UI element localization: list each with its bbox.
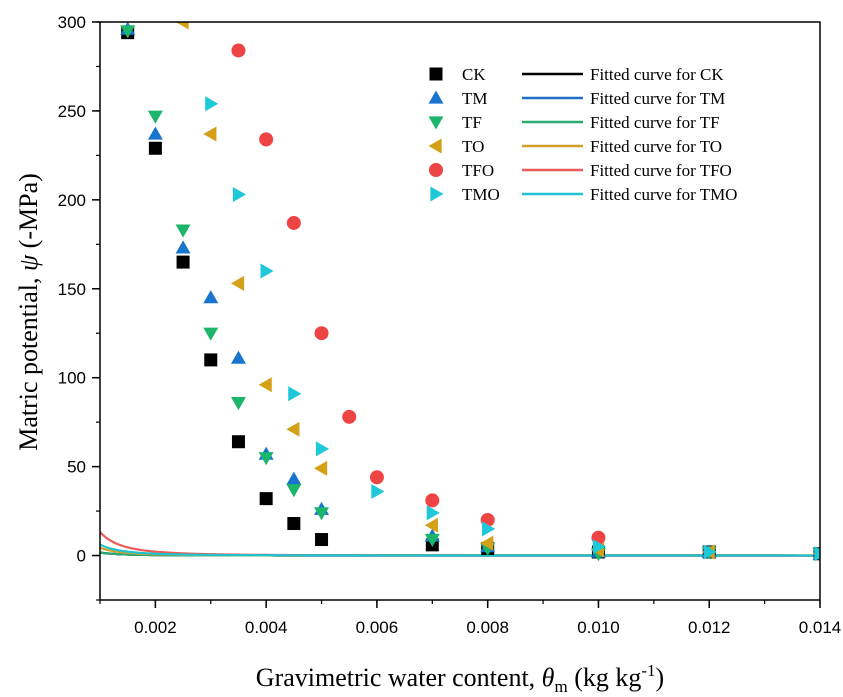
y-tick-label: 300 [58,13,86,32]
legend-marker-tm [428,90,444,104]
point-tf [203,327,219,341]
x-axis-title: Gravimetric water content, θm (kg kg-1) [256,661,664,696]
legend-marker-tmo [430,186,444,202]
legend-marker-tf [428,116,444,130]
point-tmo [814,546,820,562]
point-tm [203,290,219,304]
point-tf [314,507,330,521]
legend-label-tf: TF [462,113,482,132]
point-tf [424,533,440,548]
legend-marker-tfo [429,163,443,177]
legend-fit-label-tmo: Fitted curve for TMO [590,185,737,204]
point-tm [230,350,246,364]
point-tf [258,452,274,466]
y-tick-label: 200 [58,191,86,210]
point-to [258,377,272,393]
legend-marker-to [428,138,442,154]
point-to [424,517,438,533]
point-tfo [425,493,440,508]
point-tfo [369,470,384,485]
point-ck [148,141,162,155]
fit-curve-tmo [100,543,820,557]
point-ck [287,517,301,531]
point-tmo [232,187,246,203]
legend-label-to: TO [462,137,484,156]
point-tfo [231,43,246,58]
legend-fit-label-to: Fitted curve for TO [590,137,722,156]
point-to [230,275,245,291]
point-tmo [260,263,274,279]
point-tfo [314,326,329,341]
legend-label-tmo: TMO [462,185,500,204]
x-tick-label: 0.004 [245,618,288,637]
point-tf [175,224,191,238]
point-tmo [288,386,302,402]
point-ck [204,353,218,367]
point-tfo [286,215,301,230]
point-tfo [259,132,274,147]
y-tick-label: 100 [58,369,86,388]
point-ck [259,492,273,506]
point-to [314,460,328,476]
point-tmo [592,539,606,555]
point-tmo [482,521,496,537]
point-ck [176,255,190,269]
point-tmo [205,96,219,112]
point-tf [120,25,136,39]
point-tf [286,484,302,498]
point-to [203,126,217,142]
x-tick-label: 0.008 [466,618,509,637]
plot-frame [99,21,821,601]
legend-fit-label-ck: Fitted curve for CK [590,65,724,84]
point-tf [147,110,163,124]
data-markers [120,22,820,562]
y-tick-label: 0 [77,547,86,566]
point-tmo [703,544,717,560]
legend-label-tm: TM [462,89,488,108]
point-tmo [371,484,385,500]
point-to [480,535,494,551]
point-to [286,421,300,437]
x-tick-label: 0.002 [134,618,177,637]
point-tfo [342,409,357,424]
legend-fit-label-tm: Fitted curve for TM [590,89,725,108]
legend-marker-ck [429,67,443,81]
point-tm [286,471,302,485]
y-tick-label: 50 [67,458,86,477]
y-axis-title: Matric potential, ψ (-MPa) [14,173,43,451]
y-tick-label: 250 [58,102,86,121]
point-tmo [315,441,330,457]
x-tick-label: 0.006 [356,618,399,637]
y-tick-label: 150 [58,280,86,299]
point-ck [231,435,245,449]
point-tmo [426,505,440,521]
point-tf [230,396,246,411]
point-ck [315,533,329,547]
legend-label-tfo: TFO [462,161,494,180]
x-tick-label: 0.014 [799,618,842,637]
legend-label-ck: CK [462,65,486,84]
point-to [175,22,189,30]
legend-fit-label-tfo: Fitted curve for TFO [590,161,732,180]
legend-fit-label-tf: Fitted curve for TF [590,113,720,132]
x-tick-label: 0.012 [688,618,731,637]
legend: CK Fitted curve for CK TM Fitted curve for … [428,65,737,204]
x-tick-label: 0.010 [577,618,620,637]
fitted-curves [100,531,820,557]
axes: 0.002 0.004 0.006 0.008 0.010 0.012 0.014 0 50 10… [58,13,842,637]
point-tm [175,240,191,254]
point-tm [147,126,163,140]
